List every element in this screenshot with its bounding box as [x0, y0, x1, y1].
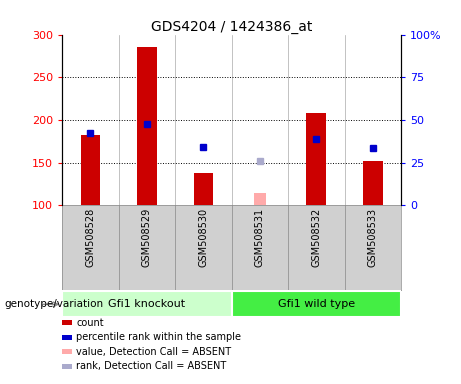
Bar	[81, 136, 100, 205]
Text: GSM508528: GSM508528	[85, 208, 95, 267]
Text: GSM508533: GSM508533	[368, 208, 378, 267]
Bar	[137, 47, 157, 205]
Text: genotype/variation: genotype/variation	[5, 299, 104, 310]
Text: Gfi1 wild type: Gfi1 wild type	[278, 299, 355, 310]
Text: GSM508530: GSM508530	[198, 208, 208, 267]
Text: GSM508529: GSM508529	[142, 208, 152, 267]
Bar	[62, 291, 231, 317]
Bar	[194, 173, 213, 205]
Title: GDS4204 / 1424386_at: GDS4204 / 1424386_at	[151, 20, 313, 33]
Bar	[363, 161, 383, 205]
Text: count: count	[76, 318, 104, 328]
Bar	[307, 113, 326, 205]
Bar	[231, 291, 401, 317]
Text: rank, Detection Call = ABSENT: rank, Detection Call = ABSENT	[76, 361, 226, 371]
Text: value, Detection Call = ABSENT: value, Detection Call = ABSENT	[76, 347, 231, 357]
Bar	[254, 193, 266, 205]
Text: percentile rank within the sample: percentile rank within the sample	[76, 332, 241, 342]
Text: Gfi1 knockout: Gfi1 knockout	[108, 299, 185, 310]
Text: GSM508532: GSM508532	[311, 208, 321, 267]
Text: GSM508531: GSM508531	[255, 208, 265, 267]
